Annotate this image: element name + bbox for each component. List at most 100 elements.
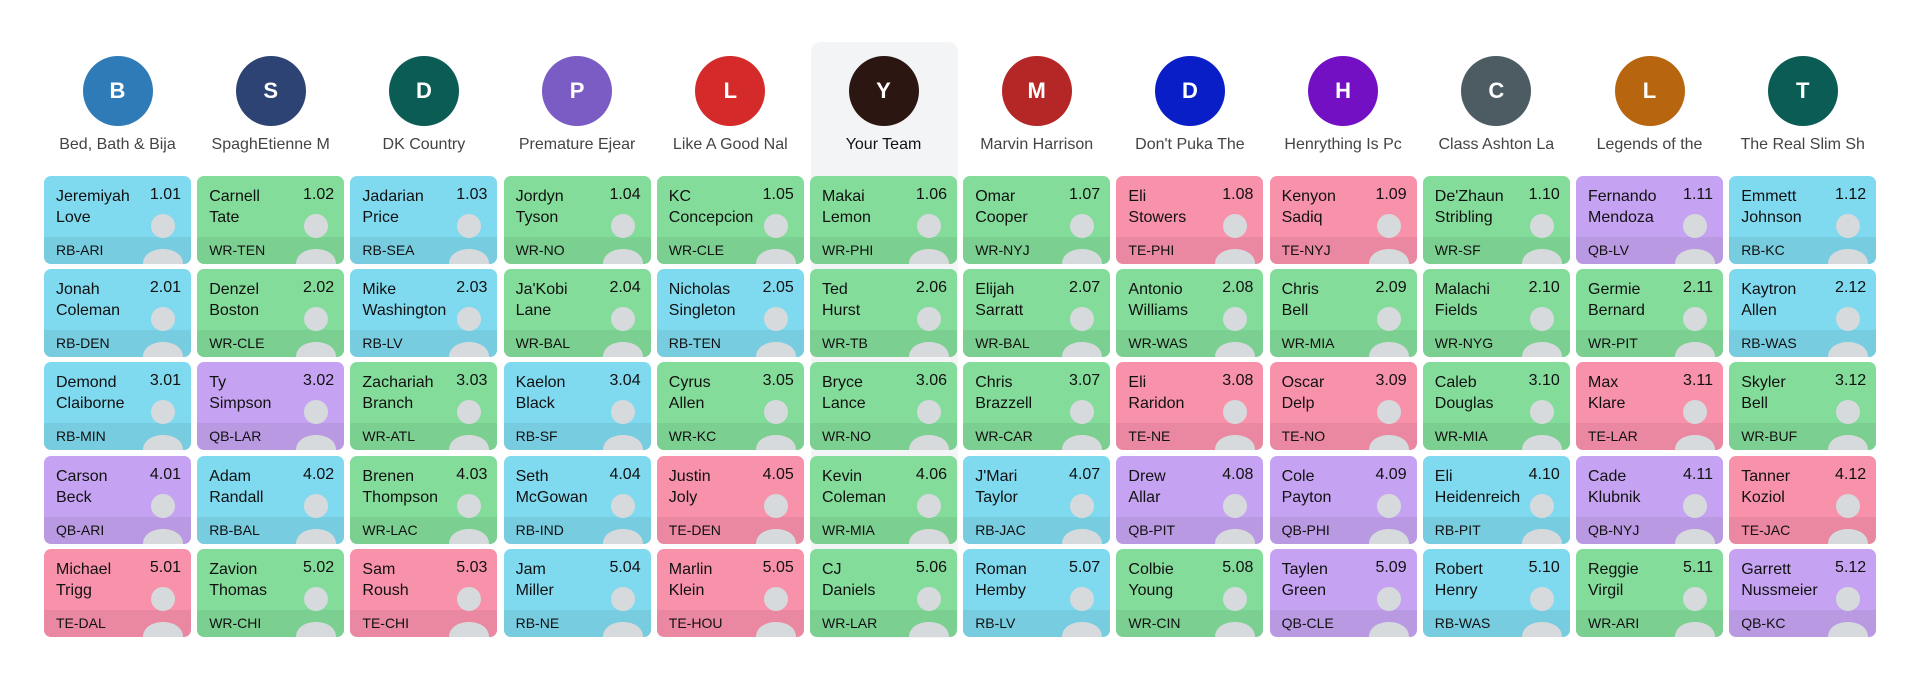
last-name: Lane (515, 302, 552, 320)
last-name: Koziol (1741, 488, 1785, 506)
player-card: Taylen Green 5.09 QB-CLE (1269, 548, 1417, 637)
player-card: Kevin Coleman 4.06 WR-MIA (810, 455, 957, 544)
last-name: Love (56, 209, 91, 226)
player-photo (1062, 586, 1103, 637)
last-name: Heidenreich (1434, 488, 1521, 506)
player-card: KC Concepcion 1.05 WR-CLE (656, 176, 804, 264)
player-name: Zavion Thomas (209, 559, 301, 601)
last-name: Henry (1434, 581, 1478, 599)
pick-number: 3.07 (1069, 372, 1101, 390)
first-name: Jeremiyah (56, 188, 130, 205)
player-name: Eli Stowers (1128, 186, 1220, 228)
player-card: Eli Raridon 3.08 TE-NE (1116, 362, 1264, 451)
player-name: Oscar Delp (1282, 372, 1374, 414)
player-name: Justin Joly (669, 466, 761, 508)
first-name: Demond (56, 374, 117, 392)
player-card: Antonio Williams 2.08 WR-WAS (1116, 269, 1264, 358)
last-name: Sadiq (1281, 209, 1323, 226)
position-team: WR-BAL (975, 335, 1030, 352)
team-name: Don't Puka The (1135, 136, 1245, 153)
player-card: Cyrus Allen 3.05 WR-KC (656, 362, 804, 451)
last-name: Mendoza (1588, 209, 1654, 226)
player-card: Seth McGowan 4.04 RB-IND (503, 455, 651, 544)
player-name: Bryce Lance (822, 372, 914, 414)
position-team: QB-NYJ (1588, 521, 1640, 538)
player-name: Cole Payton (1282, 466, 1374, 508)
player-card: Jordyn Tyson 1.04 WR-NO (503, 176, 651, 264)
player-photo (1368, 400, 1409, 451)
team-name: Class Ashton La (1438, 136, 1555, 153)
position-team: WR-CLE (668, 242, 725, 258)
player-card: Denzel Boston 2.02 WR-CLE (197, 269, 345, 358)
position-team: TE-NYJ (1281, 242, 1331, 258)
player-card: J'Mari Taylor 4.07 RB-JAC (963, 455, 1111, 544)
pick-number: 5.05 (762, 558, 794, 576)
first-name: Cole (1281, 467, 1315, 485)
pick-number: 4.10 (1528, 465, 1560, 483)
player-photo (1215, 307, 1256, 358)
last-name: Lance (822, 395, 866, 413)
player-card: Robert Henry 5.10 RB-WAS (1422, 548, 1570, 637)
player-photo (1521, 586, 1562, 637)
player-name: Demond Claiborne (56, 372, 148, 414)
pick-number: 3.08 (1222, 372, 1254, 390)
position-team: RB-WAS (1434, 614, 1491, 631)
position-team: WR-NYJ (975, 242, 1030, 258)
player-name: Marlin Klein (669, 559, 761, 601)
player-photo (1675, 586, 1715, 637)
last-name: Coleman (822, 488, 887, 506)
position-team: RB-DEN (56, 335, 110, 352)
pick-number: 1.07 (1069, 186, 1101, 203)
player-name: Caleb Douglas (1435, 372, 1527, 414)
last-name: Klein (668, 581, 705, 599)
player-name: Kaelon Black (516, 372, 608, 414)
pick-number: 2.10 (1528, 279, 1560, 297)
team-avatar: D (1154, 56, 1225, 126)
player-name: Brenen Thompson (362, 466, 454, 508)
player-name: KC Concepcion (669, 186, 761, 228)
last-name: Stribling (1434, 209, 1493, 226)
last-name: Joly (668, 488, 698, 506)
player-card: Demond Claiborne 3.01 RB-MIN (44, 362, 191, 451)
player-name: Omar Cooper (975, 186, 1067, 228)
position-team: WR-CLE (209, 335, 265, 352)
player-photo (296, 307, 337, 358)
player-card: Makai Lemon 1.06 WR-PHI (810, 176, 957, 264)
position-team: RB-JAC (975, 521, 1026, 538)
pick-number: 2.04 (609, 279, 641, 297)
position-team: RB-TEN (668, 335, 721, 352)
player-photo (909, 586, 949, 637)
first-name: Omar (975, 188, 1016, 205)
pick-number: 1.09 (1375, 186, 1407, 203)
first-name: Robert (1434, 560, 1483, 578)
pick-number: 3.02 (303, 372, 335, 390)
player-name: Elijah Sarratt (975, 279, 1067, 321)
player-name: Cade Klubnik (1588, 466, 1680, 508)
position-team: QB-CLE (1281, 614, 1334, 631)
pick-number: 3.01 (149, 372, 181, 390)
last-name: Cooper (975, 209, 1028, 226)
first-name: Caleb (1434, 374, 1477, 392)
position-team: RB-LV (362, 335, 403, 352)
team-avatar: D (388, 56, 459, 126)
player-photo (602, 586, 643, 637)
player-name: Fernando Mendoza (1588, 186, 1680, 228)
player-photo (1215, 400, 1256, 451)
player-name: Kenyon Sadiq (1282, 186, 1374, 228)
last-name: Allen (1741, 302, 1777, 320)
player-photo (143, 400, 183, 451)
first-name: Jadarian (362, 188, 424, 205)
team-name: Bed, Bath & Bija (59, 136, 176, 153)
player-photo (296, 400, 337, 451)
pick-number: 2.11 (1683, 279, 1713, 297)
position-team: QB-PIT (1128, 521, 1176, 538)
player-card: Cade Klubnik 4.11 QB-NYJ (1576, 455, 1723, 544)
first-name: Colbie (1128, 560, 1174, 578)
player-name: Cyrus Allen (669, 372, 761, 414)
position-team: TE-PHI (1128, 242, 1175, 258)
team-avatar: L (695, 56, 766, 126)
pick-number: 4.04 (609, 465, 641, 483)
last-name: Hemby (975, 581, 1026, 599)
player-card: Cole Payton 4.09 QB-PHI (1269, 455, 1417, 544)
team-avatar: Y (848, 56, 919, 126)
